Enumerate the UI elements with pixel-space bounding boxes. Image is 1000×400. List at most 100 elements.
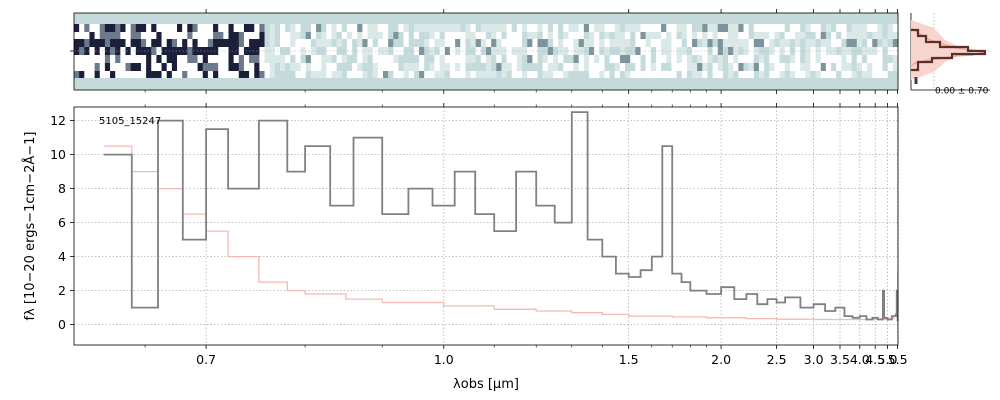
heatmap-cell [161,24,167,32]
heatmap-cell [583,71,590,78]
heatmap-cell [717,32,724,39]
heatmap-cell [79,71,85,78]
y-tick-label: 10 [50,147,66,162]
heatmap-cell [197,32,204,39]
heatmap-cell [254,39,260,47]
heatmap-cell [166,63,173,71]
heatmap-cell [465,63,471,71]
heatmap-cell [650,39,657,47]
heatmap-cell [120,63,126,71]
heatmap-cell [558,55,564,63]
heatmap-cell [377,39,384,47]
heatmap-cell [599,32,605,39]
heatmap-cell [274,32,281,39]
heatmap-cell [558,63,564,71]
heatmap-cell [470,71,476,78]
heatmap-cell [563,47,569,55]
heatmap-cell [125,24,131,32]
heatmap-cell [424,55,430,63]
heatmap-cell [753,71,760,78]
heatmap-cell [872,39,878,47]
heatmap-cell [712,55,719,63]
heatmap-cell [393,24,399,32]
heatmap-cell [310,71,317,78]
heatmap-cell [140,55,147,63]
heatmap-cell [94,39,101,47]
heatmap-cell [578,24,585,32]
heatmap-cell [300,63,307,71]
heatmap-cell [563,39,569,47]
heatmap-cell [146,63,152,71]
heatmap-cell [686,47,693,55]
heatmap-cell [362,24,368,32]
y-tick-label: 8 [58,181,66,196]
heatmap-cell [702,71,708,78]
heatmap-cell [516,39,523,47]
heatmap-cell [367,39,373,47]
heatmap-cell [527,71,533,78]
heatmap-cell [511,39,518,47]
heatmap-cell [707,47,713,55]
heatmap-cell [274,39,281,47]
heatmap-cell [243,63,250,71]
heatmap-cell [655,55,662,63]
heatmap-cell [619,47,626,55]
heatmap-cell [743,55,749,63]
heatmap-cell [805,55,811,63]
heatmap-cell [661,55,667,63]
heatmap-cell [542,71,549,78]
heatmap-cell [501,63,507,71]
heatmap-cell [867,39,873,47]
heatmap-cell [527,63,533,71]
heatmap-cell [846,32,852,39]
heatmap-cell [640,24,646,32]
heatmap-cell [820,55,827,63]
heatmap-cell [197,24,204,32]
heatmap-cell [887,24,894,32]
heatmap-cell [810,39,816,47]
heatmap-cell [336,47,343,55]
heatmap-cell [867,32,873,39]
heatmap-cell [218,39,224,47]
heatmap-cell [228,39,234,47]
heatmap-cell [74,39,80,47]
heatmap-cell [645,32,652,39]
heatmap-cell [305,24,312,32]
heatmap-cell [161,71,167,78]
heatmap-cell [115,47,121,55]
heatmap-cell [671,32,677,39]
heatmap-cell [352,32,358,39]
heatmap-cell [676,55,682,63]
heatmap-cell [743,24,749,32]
heatmap-cell [789,55,796,63]
heatmap-cell [110,32,116,39]
heatmap-cell [831,24,837,32]
heatmap-cell [455,47,461,55]
heatmap-cell [156,55,162,63]
heatmap-cell [861,24,868,32]
heatmap-cell [774,24,780,32]
heatmap-cell [800,24,806,32]
heatmap-cell [552,63,559,71]
heatmap-cell [388,55,394,63]
heatmap-cell [604,32,610,39]
heatmap-cell [110,63,116,71]
heatmap-cell [630,63,636,71]
heatmap-cell [408,63,415,71]
heatmap-cell [177,39,183,47]
heatmap-cell [146,55,152,63]
heatmap-cell [877,24,883,32]
heatmap-cell [552,24,559,32]
heatmap-cell [491,24,497,32]
y-tick-label: 12 [50,113,66,128]
heatmap-cell [758,55,765,63]
heatmap-cell [836,47,842,55]
heatmap-cell [496,32,502,39]
heatmap-cell [460,71,466,78]
heatmap-cell [465,39,471,47]
heatmap-cell [393,71,399,78]
heatmap-cell [264,39,270,47]
heatmap-cell [506,39,513,47]
heatmap-cell [89,39,95,47]
heatmap-cell [635,63,641,71]
